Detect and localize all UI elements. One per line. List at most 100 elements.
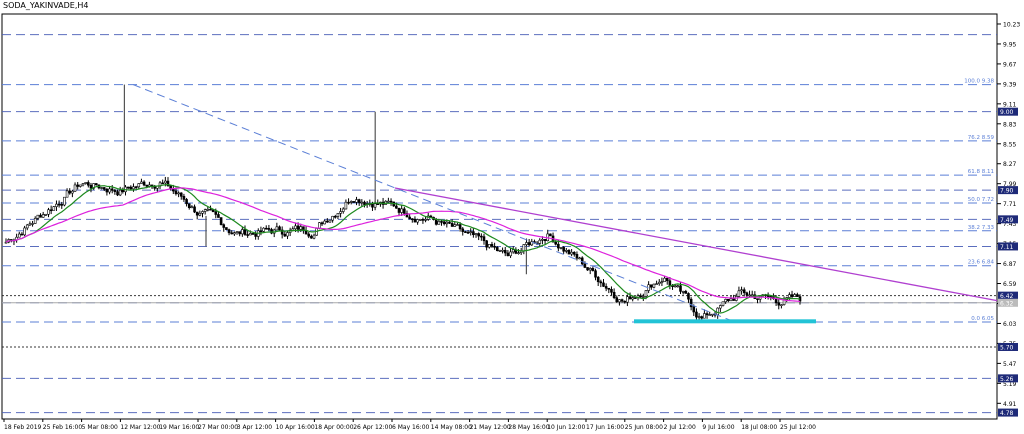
price-badge-label: 7.90 [1000, 188, 1014, 195]
candle-body [174, 190, 178, 195]
candle-body [554, 241, 557, 245]
candle-body [618, 299, 621, 303]
candle-body [76, 184, 79, 187]
candle-body [657, 281, 661, 284]
candle-body [790, 294, 794, 297]
candle-body [275, 226, 279, 231]
candle-body [323, 220, 326, 225]
candle-body [586, 267, 589, 271]
candle-body [105, 188, 109, 193]
candle-body [60, 204, 64, 206]
fib-level-label: 100.0 9.38 [964, 79, 994, 85]
candle-body [742, 289, 746, 294]
candle-body [458, 224, 462, 230]
candle-body [71, 190, 74, 194]
x-tick-label: 12 Mar 12:00 [120, 424, 160, 431]
y-tick-label: 4.91 [1003, 401, 1017, 408]
candle-body [280, 229, 284, 235]
candle-body [665, 277, 669, 282]
candle-body [254, 233, 257, 237]
candle-body [344, 201, 348, 210]
y-tick-label: 7.71 [1003, 201, 1017, 208]
candle-body [387, 200, 390, 203]
candle-body [503, 249, 507, 254]
candle-body [612, 291, 616, 298]
candle-body [599, 281, 603, 284]
moving-average-fast [5, 183, 801, 314]
candle-body [689, 298, 693, 308]
x-tick-label: 2 Jul 12:00 [664, 424, 696, 431]
candle-body [719, 305, 722, 309]
candle-body [434, 219, 438, 225]
candle-body [352, 201, 356, 203]
candle-body [36, 214, 40, 219]
candle-body [291, 228, 295, 231]
candle-body [594, 270, 597, 278]
candle-body [570, 251, 573, 255]
candle-body [102, 187, 106, 190]
candle-body [203, 209, 207, 212]
candle-body [230, 232, 234, 235]
candle-body [363, 201, 366, 205]
candle-body [25, 224, 29, 229]
candle-body [57, 203, 61, 206]
candle-body [655, 283, 658, 285]
price-badge-label: 5.70 [1000, 344, 1014, 351]
candle-body [185, 199, 188, 205]
candle-body [182, 196, 186, 200]
candle-body [588, 268, 592, 271]
x-tick-label: 6 May 16:00 [392, 424, 430, 431]
x-tick-label: 3 Apr 12:00 [237, 424, 272, 431]
candle-body [299, 226, 303, 230]
fib-level-label: 50.0 7.72 [968, 197, 994, 203]
candle-body [628, 296, 632, 300]
y-tick-label: 7.99 [1003, 181, 1017, 188]
candle-body [644, 290, 648, 297]
price-badge-label: 7.11 [1000, 244, 1014, 251]
price-badge [998, 242, 1018, 251]
candle-body [209, 208, 212, 211]
candle-body [400, 208, 403, 213]
candle-body [681, 291, 685, 293]
candle-body [310, 235, 313, 239]
candle-body [774, 298, 778, 304]
fib-diagonal [132, 84, 736, 323]
candle-body [488, 244, 491, 248]
candle-body [780, 304, 783, 306]
candle-body [294, 225, 297, 230]
y-tick-label: 6.87 [1003, 261, 1017, 268]
candle-body [246, 234, 249, 236]
candle-body [687, 293, 690, 300]
candle-body [116, 191, 119, 196]
x-tick-label: 27 Mar 00:00 [198, 424, 238, 431]
candle-body [227, 229, 231, 234]
candle-body [660, 281, 664, 283]
y-tick-label: 8.55 [1003, 141, 1017, 148]
candle-body [373, 203, 377, 208]
price-badge [998, 298, 1018, 307]
moving-average-slow [5, 187, 801, 302]
y-tick-label: 9.11 [1003, 101, 1017, 108]
candle-body [567, 250, 571, 255]
candle-body [278, 226, 281, 231]
x-tick-label: 10 Apr 16:00 [276, 424, 315, 431]
candle-body [44, 213, 48, 216]
candle-body [118, 189, 122, 196]
price-badge-label: 4.78 [1000, 410, 1014, 417]
chart-title: SODA_YAKINVADE,H4 [3, 1, 89, 10]
price-badge-label: 5.26 [1000, 376, 1014, 383]
x-tick-label: 9 Jul 16:00 [702, 424, 734, 431]
candle-body [320, 222, 324, 225]
candle-body [126, 186, 130, 189]
candle-body [453, 224, 457, 227]
candle-body [336, 213, 340, 217]
price-badge [998, 291, 1018, 300]
candle-body [201, 211, 204, 214]
candle-body [424, 219, 427, 221]
candle-body [472, 231, 475, 236]
candle-body [549, 233, 552, 237]
candle-body [395, 205, 398, 209]
y-tick-label: 10.23 [1003, 21, 1020, 28]
candle-body [121, 189, 125, 193]
